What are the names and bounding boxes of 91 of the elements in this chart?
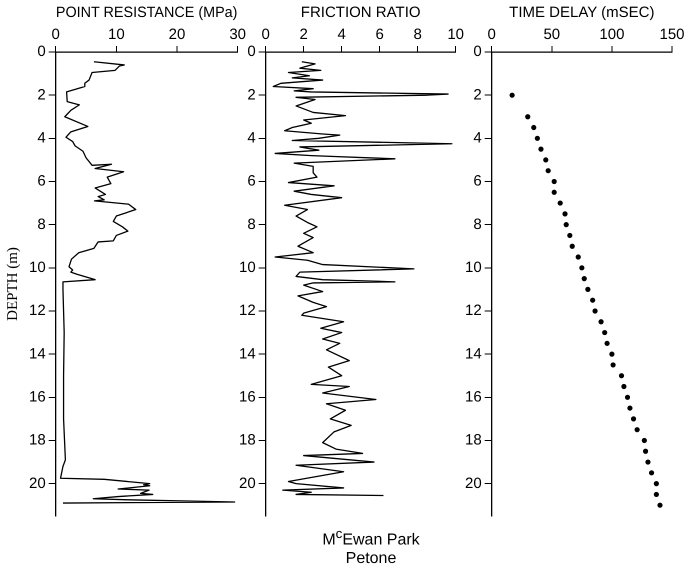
y-tick-label: 14: [238, 345, 256, 362]
y-tick-label: 16: [238, 388, 256, 406]
point: [598, 319, 604, 324]
y-axis-title: DEPTH (m): [4, 247, 21, 321]
x-tick-label: 8: [413, 26, 422, 44]
y-tick-label: 4: [247, 129, 256, 146]
y-tick-label: 8: [247, 216, 256, 233]
x-tick-label: 0: [52, 26, 60, 44]
y-tick-label: 16: [28, 388, 46, 406]
point: [531, 124, 536, 130]
y-tick-label: 12: [464, 302, 482, 320]
y-tick-label: 4: [37, 129, 46, 146]
y-tick-label: 6: [247, 172, 256, 190]
x-tick-label: 100: [599, 26, 624, 44]
point: [634, 427, 640, 432]
x-tick-label: 6: [375, 26, 384, 44]
y-tick-label: 8: [37, 216, 46, 233]
point: [618, 373, 624, 378]
x-tick-label: 0: [262, 26, 270, 44]
point: [602, 330, 608, 336]
point: [654, 492, 659, 498]
x-axis-title: TIME DELAY (mSEC): [509, 4, 654, 22]
point: [657, 502, 663, 508]
point: [538, 146, 544, 152]
x-tick-label: 50: [543, 26, 560, 44]
text: Petone: [344, 549, 398, 568]
y-tick-label: 18: [28, 432, 46, 449]
text: M$^{c}$Ewan Park: [321, 525, 421, 550]
y-tick-label: 10: [464, 258, 482, 276]
x-tick-label: 150: [659, 26, 685, 44]
point: [570, 244, 575, 249]
y-tick-label: 6: [473, 172, 482, 190]
y-tick-label: 6: [37, 172, 46, 190]
y-tick-label: 16: [464, 388, 482, 406]
x-tick-label: 2: [300, 26, 308, 44]
point: [654, 481, 659, 486]
point: [543, 157, 548, 163]
point: [576, 254, 581, 260]
x-axis-title: FRICTION RATIO: [300, 4, 421, 22]
x-axis-title: POINT RESISTANCE (MPa): [56, 4, 238, 22]
y-tick-label: 18: [464, 432, 482, 449]
y-tick-label: 4: [473, 129, 482, 146]
point: [564, 222, 569, 228]
point: [592, 308, 598, 314]
point: [610, 362, 616, 368]
point: [552, 190, 557, 195]
point: [648, 470, 654, 476]
point: [642, 448, 648, 454]
point: [621, 384, 627, 390]
y-tick-label: 14: [464, 345, 482, 362]
point: [624, 394, 630, 400]
point: [579, 265, 584, 270]
y-tick-label: 10: [238, 258, 256, 276]
y-tick-label: 2: [247, 86, 256, 104]
y-tick-label: 12: [28, 302, 46, 320]
point: [510, 92, 515, 98]
point: [582, 276, 587, 282]
y-tick-label: 0: [473, 43, 482, 60]
point: [562, 211, 568, 216]
point: [627, 405, 633, 411]
point: [558, 200, 563, 206]
point: [585, 286, 590, 292]
point: [525, 114, 530, 120]
y-tick-label: 12: [238, 302, 256, 320]
point: [534, 136, 540, 141]
point: [546, 168, 551, 174]
x-tick-label: 10: [447, 26, 464, 44]
x-tick-label: 0: [488, 26, 496, 44]
y-tick-label: 20: [238, 474, 256, 492]
y-tick-label: 0: [247, 43, 256, 60]
point: [645, 459, 651, 465]
y-tick-label: 10: [28, 258, 46, 276]
y-tick-label: 8: [473, 216, 482, 233]
x-tick-label: 20: [168, 26, 186, 44]
y-tick-label: 14: [28, 345, 46, 362]
point: [630, 416, 636, 422]
point: [609, 352, 614, 357]
point: [604, 340, 610, 346]
y-tick-label: 18: [238, 432, 256, 449]
x-tick-label: 10: [108, 26, 125, 44]
y-tick-label: 20: [464, 474, 482, 492]
point: [552, 178, 557, 184]
point: [567, 232, 572, 238]
x-tick-label: 4: [338, 26, 346, 44]
y-tick-label: 2: [37, 86, 46, 104]
y-tick-label: 2: [473, 86, 482, 104]
y-tick-label: 0: [37, 43, 46, 60]
point: [590, 298, 596, 303]
x-tick-label: 30: [229, 26, 246, 44]
point: [642, 438, 647, 444]
y-tick-label: 20: [28, 474, 46, 492]
